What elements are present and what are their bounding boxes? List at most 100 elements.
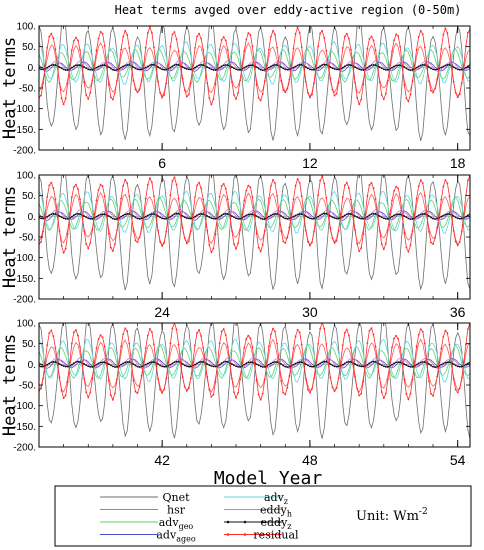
series-point-eddy-z: [66, 365, 69, 368]
series-point-eddy-z: [64, 69, 67, 71]
series-point-eddy-z: [397, 361, 400, 364]
series-line-hsr: [39, 338, 470, 393]
series-point-eddy-z: [62, 68, 65, 71]
series-point-residual: [212, 98, 215, 101]
series-point-eddy-z: [220, 65, 223, 68]
series-point-eddy-z: [87, 217, 90, 220]
series-point-eddy-z: [311, 365, 313, 368]
series-point-eddy-z: [304, 363, 307, 365]
series-point-residual: [419, 29, 422, 32]
series-point-residual: [120, 345, 122, 348]
legend-label-main: adv: [156, 529, 177, 542]
series-point-residual: [114, 243, 116, 246]
series-point-residual: [259, 398, 262, 401]
series-point-residual: [208, 388, 211, 391]
series-point-eddy-z: [323, 63, 326, 66]
series-point-residual: [436, 78, 439, 80]
y-tick-label: -150.: [13, 422, 36, 433]
series-point-eddy-z: [60, 216, 63, 219]
series-point-residual: [42, 230, 45, 233]
y-axis-label: Heat terms: [0, 186, 20, 288]
series-point-residual: [399, 196, 402, 199]
series-point-eddy-z: [175, 63, 178, 66]
series-point-eddy-z: [366, 66, 369, 69]
series-point-residual: [228, 361, 231, 364]
series-point-residual: [329, 376, 332, 379]
series-point-residual: [397, 337, 400, 340]
series-point-eddy-z: [323, 212, 326, 215]
series-point-residual: [138, 236, 141, 239]
series-point-eddy-z: [214, 365, 217, 368]
series-point-residual: [159, 388, 161, 391]
series-point-residual: [64, 247, 67, 250]
unit-label-exponent: -2: [419, 507, 428, 517]
series-point-residual: [282, 391, 285, 394]
series-point-eddy-z: [460, 217, 463, 220]
series-point-residual: [452, 229, 455, 232]
series-point-residual: [216, 361, 219, 364]
series-line-adv-z: [39, 190, 470, 234]
series-point-residual: [300, 343, 303, 346]
series-point-residual: [380, 391, 383, 394]
series-point-residual: [450, 361, 453, 364]
y-tick-label: 100.: [17, 319, 36, 330]
series-point-residual: [309, 244, 311, 247]
series-point-eddy-z: [235, 217, 237, 220]
series-point-residual: [348, 37, 350, 40]
series-point-residual: [251, 196, 254, 198]
series-point-eddy-z: [360, 217, 363, 220]
series-point-residual: [243, 50, 246, 52]
series-point-eddy-z: [382, 217, 385, 220]
series-point-eddy-z: [177, 63, 180, 66]
legend-label-main: adv: [159, 516, 180, 529]
series-point-residual: [56, 361, 59, 364]
series-point-eddy-z: [348, 360, 350, 363]
series-point-eddy-z: [103, 64, 106, 67]
series-point-eddy-z: [138, 366, 141, 368]
legend-label-main: residual: [253, 529, 299, 542]
series-point-residual: [134, 239, 137, 242]
series-point-eddy-z: [235, 68, 237, 71]
series-point-eddy-z: [384, 68, 387, 71]
series-point-residual: [247, 32, 250, 34]
series-point-eddy-z: [395, 213, 398, 216]
series-point-eddy-z: [276, 64, 278, 66]
series-point-residual: [366, 47, 369, 50]
series-point-residual: [304, 229, 307, 232]
series-point-residual: [140, 79, 143, 81]
series-point-eddy-z: [126, 213, 129, 215]
series-point-eddy-z: [325, 360, 328, 363]
series-point-residual: [231, 377, 233, 380]
series-point-residual: [220, 39, 223, 41]
series-point-eddy-z: [165, 365, 168, 368]
series-point-residual: [339, 361, 342, 364]
series-point-residual: [327, 361, 330, 364]
y-tick-label: 0.: [28, 212, 36, 223]
series-point-residual: [267, 197, 270, 200]
series-point-eddy-z: [150, 213, 153, 215]
series-point-residual: [107, 379, 110, 382]
series-point-residual: [167, 213, 170, 216]
series-point-residual: [296, 178, 299, 180]
series-point-residual: [144, 46, 147, 49]
series-point-eddy-z: [454, 67, 457, 70]
series-point-residual: [261, 92, 264, 95]
series-point-residual: [241, 361, 244, 364]
series-point-residual: [46, 47, 49, 49]
series-point-residual: [458, 240, 461, 243]
legend-label: hsr: [167, 504, 186, 517]
series-point-eddy-z: [239, 68, 242, 71]
series-point-residual: [270, 333, 272, 336]
series-point-eddy-z: [251, 361, 254, 364]
series-point-residual: [360, 98, 363, 101]
series-point-residual: [286, 386, 289, 389]
series-point-eddy-z: [292, 215, 295, 218]
series-point-residual: [142, 213, 145, 216]
series-point-eddy-z: [329, 363, 332, 365]
series-point-residual: [226, 198, 229, 201]
chart-title: Heat terms avged over eddy-active region…: [115, 3, 462, 17]
series-point-residual: [294, 184, 297, 187]
series-point-eddy-z: [87, 365, 90, 368]
series-point-residual: [249, 337, 252, 340]
series-point-residual: [280, 379, 283, 382]
